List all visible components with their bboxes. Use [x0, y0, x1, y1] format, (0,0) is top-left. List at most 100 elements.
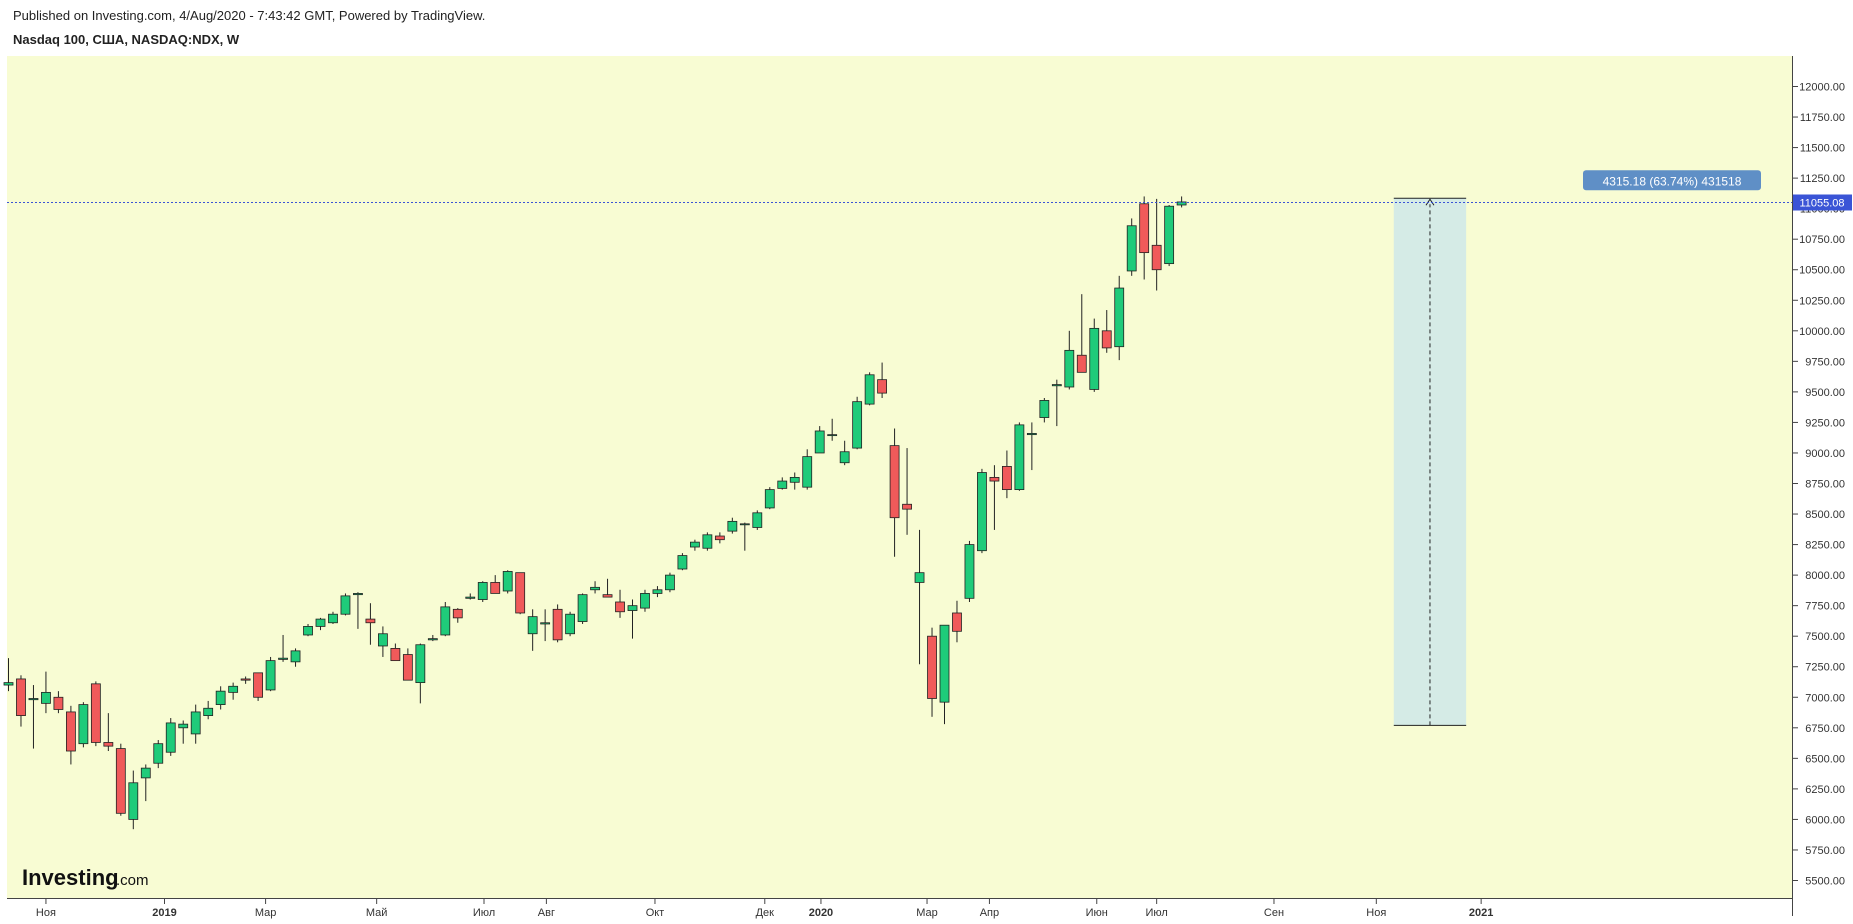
candle-body[interactable]	[190, 711, 201, 735]
candle-body[interactable]	[690, 541, 700, 548]
candle-body[interactable]	[115, 748, 126, 814]
candle-body[interactable]	[827, 434, 838, 437]
candle-body[interactable]	[540, 622, 551, 625]
candle-body[interactable]	[477, 582, 488, 600]
y-tick-label: 8000.00	[1805, 570, 1845, 582]
candle-body[interactable]	[902, 503, 912, 510]
candle-body[interactable]	[739, 523, 750, 526]
candle-body[interactable]	[103, 742, 114, 747]
candle-body[interactable]	[1164, 205, 1175, 265]
candle-body[interactable]	[28, 698, 39, 701]
candle-body[interactable]	[178, 723, 189, 729]
candle-body[interactable]	[615, 601, 625, 613]
candle-body[interactable]	[1176, 201, 1187, 206]
candle-body[interactable]	[877, 379, 887, 394]
candle-body[interactable]	[864, 374, 875, 405]
candle-body[interactable]	[764, 489, 775, 509]
candle-body[interactable]	[53, 696, 64, 710]
candle-body[interactable]	[640, 593, 650, 609]
candle-body[interactable]	[1089, 327, 1100, 390]
candle-body[interactable]	[1076, 354, 1087, 373]
candle-body[interactable]	[377, 633, 388, 647]
candle-body[interactable]	[665, 574, 675, 591]
candle-body[interactable]	[240, 678, 251, 681]
candle-body[interactable]	[140, 767, 151, 779]
candle-body[interactable]	[465, 596, 476, 599]
candle-body[interactable]	[1064, 349, 1075, 388]
candle-body[interactable]	[390, 648, 401, 662]
candle-body[interactable]	[565, 613, 575, 635]
candle-body[interactable]	[128, 782, 139, 820]
candle-body[interactable]	[602, 594, 613, 598]
candle-body[interactable]	[41, 691, 51, 704]
candle-body[interactable]	[265, 660, 276, 691]
candle-body[interactable]	[1139, 203, 1150, 254]
plot-background[interactable]	[7, 56, 1792, 898]
candle-body[interactable]	[552, 608, 563, 641]
candle-body[interactable]	[328, 613, 338, 624]
candle-body[interactable]	[1026, 433, 1037, 436]
candle-body[interactable]	[228, 685, 239, 693]
candle-body[interactable]	[353, 593, 363, 596]
candle-body[interactable]	[889, 445, 900, 519]
candle-body[interactable]	[839, 451, 850, 464]
candle-body[interactable]	[789, 476, 800, 483]
candle-body[interactable]	[490, 582, 501, 594]
candle-body[interactable]	[989, 476, 1000, 482]
candle-body[interactable]	[340, 595, 351, 615]
candle-body[interactable]	[927, 635, 937, 699]
candle-body[interactable]	[303, 626, 313, 636]
candle-body[interactable]	[527, 616, 538, 635]
candle-body[interactable]	[440, 606, 451, 636]
candle-body[interactable]	[203, 707, 214, 716]
candle-body[interactable]	[1039, 400, 1050, 418]
candle-body[interactable]	[3, 682, 14, 686]
candle-body[interactable]	[814, 430, 825, 454]
candle-body[interactable]	[1051, 384, 1062, 387]
candle-body[interactable]	[78, 704, 89, 745]
candle-body[interactable]	[365, 618, 376, 624]
candle-body[interactable]	[627, 605, 638, 611]
candle-body[interactable]	[315, 618, 326, 627]
candle-body[interactable]	[777, 480, 788, 489]
candle-body[interactable]	[402, 654, 413, 681]
candle-body[interactable]	[914, 572, 925, 583]
candle-body[interactable]	[652, 589, 663, 594]
candle-body[interactable]	[727, 520, 738, 532]
x-tick-label: Авг	[538, 907, 555, 919]
candle-body[interactable]	[677, 555, 688, 570]
candle-body[interactable]	[702, 534, 713, 549]
candle-body[interactable]	[1151, 244, 1162, 271]
candle-body[interactable]	[1002, 465, 1012, 491]
candle-body[interactable]	[1126, 225, 1137, 272]
candle-body[interactable]	[714, 535, 725, 541]
candle-body[interactable]	[590, 586, 600, 591]
candle-body[interactable]	[752, 512, 763, 528]
candle-body[interactable]	[415, 644, 426, 684]
candle-body[interactable]	[1114, 287, 1125, 348]
candle-body[interactable]	[852, 401, 863, 449]
candle-body[interactable]	[977, 472, 987, 552]
candle-body[interactable]	[964, 544, 975, 599]
candle-body[interactable]	[577, 594, 588, 622]
candle-body[interactable]	[16, 678, 26, 716]
candle-body[interactable]	[515, 572, 526, 614]
candle-body[interactable]	[215, 690, 226, 705]
candle-body[interactable]	[290, 650, 301, 663]
candle-body[interactable]	[253, 672, 264, 698]
candle-body[interactable]	[1101, 330, 1112, 349]
candle-body[interactable]	[452, 608, 463, 619]
candle-body[interactable]	[278, 657, 288, 660]
candle-body[interactable]	[427, 638, 438, 641]
candle-body[interactable]	[153, 743, 164, 764]
candle-body[interactable]	[1014, 424, 1025, 491]
candle-body[interactable]	[952, 612, 962, 632]
candle-body[interactable]	[502, 571, 513, 592]
candle-body[interactable]	[802, 456, 813, 488]
y-tick-label: 11500.00	[1800, 143, 1845, 155]
candle-body[interactable]	[90, 683, 101, 743]
candle-body[interactable]	[939, 624, 950, 703]
candle-body[interactable]	[165, 722, 176, 753]
candle-body[interactable]	[66, 711, 76, 752]
